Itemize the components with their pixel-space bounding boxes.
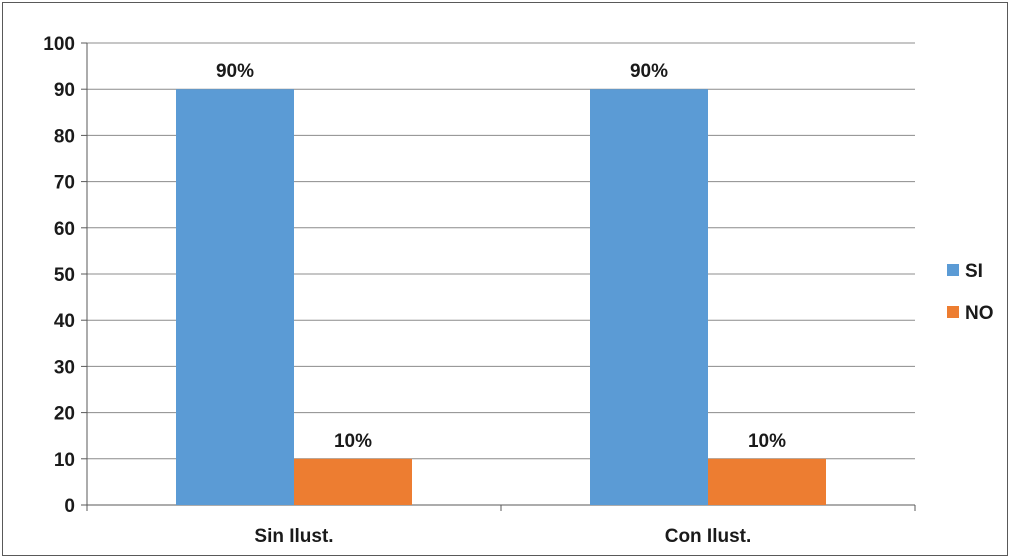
y-tick-label: 40 (54, 311, 75, 332)
bar-chart: 0 10 20 30 40 50 60 70 80 90 100 90% 10% Sin Ilust. 90… (43, 34, 994, 547)
legend-label: SI (965, 261, 983, 282)
data-label: 10% (334, 431, 372, 452)
y-tick-label: 60 (54, 219, 75, 240)
data-label: 90% (216, 61, 254, 82)
bar-si (176, 89, 294, 505)
bar-si (590, 89, 708, 505)
y-tick-label: 30 (54, 357, 75, 378)
legend-label: NO (965, 303, 994, 324)
legend-swatch-si (947, 264, 959, 276)
bar-no (708, 458, 826, 505)
y-tick-label: 0 (64, 496, 75, 517)
y-tick-label: 20 (54, 404, 75, 425)
data-label: 10% (748, 431, 786, 452)
y-tick-label: 80 (54, 126, 75, 147)
y-tick-label: 100 (43, 34, 75, 55)
y-tick-label: 50 (54, 265, 75, 286)
y-tick-label: 10 (54, 450, 75, 471)
y-tick-label: 90 (54, 80, 75, 101)
x-category-label: Sin Ilust. (254, 526, 333, 547)
legend-swatch-no (947, 306, 959, 318)
bar-no (294, 458, 412, 505)
data-label: 90% (630, 61, 668, 82)
y-tick-label: 70 (54, 173, 75, 194)
x-category-label: Con Ilust. (665, 526, 752, 547)
